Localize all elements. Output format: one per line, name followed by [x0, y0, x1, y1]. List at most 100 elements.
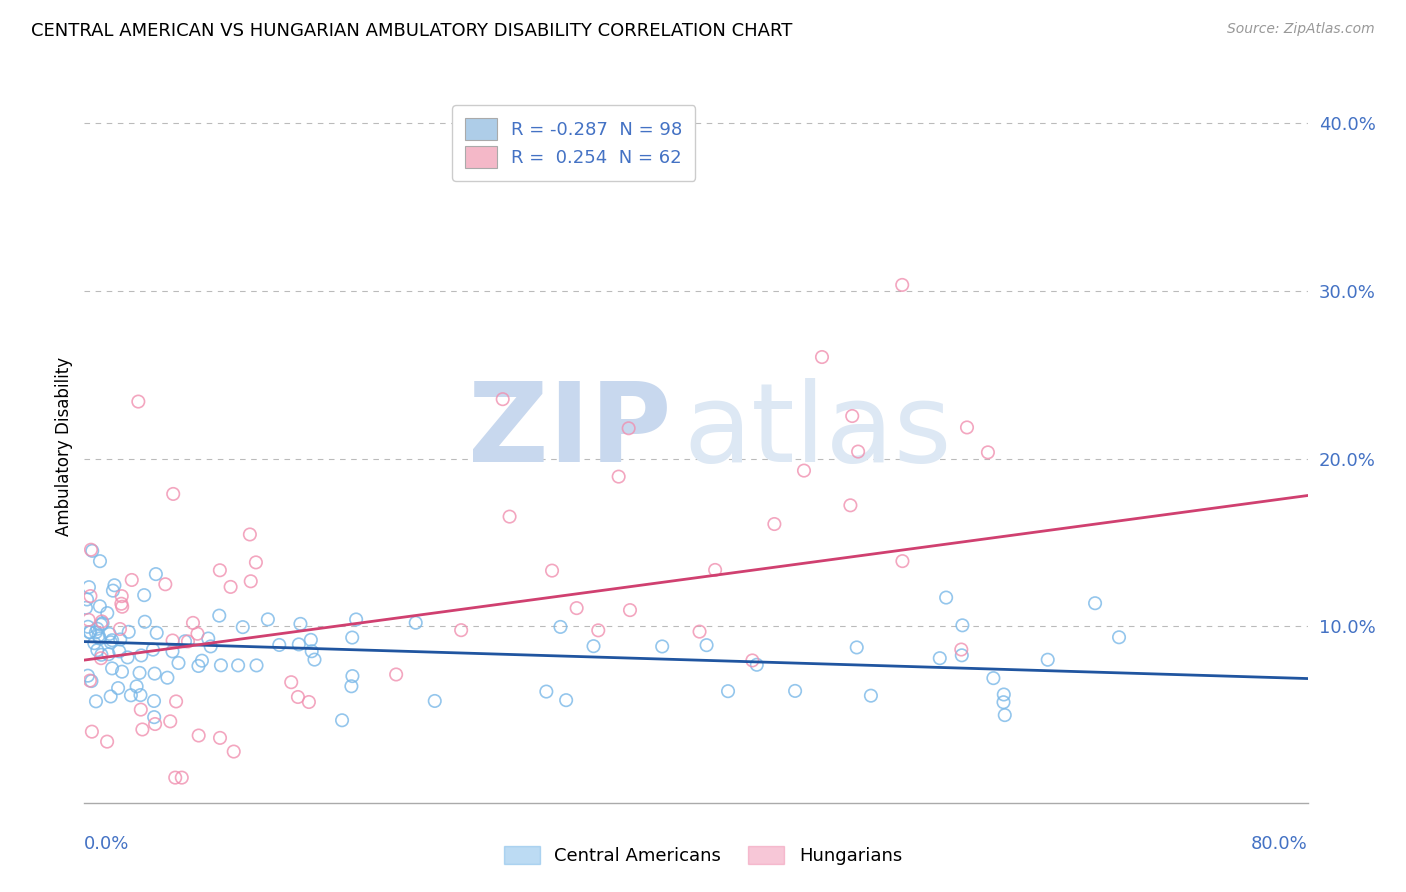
Point	[187, 659, 209, 673]
Point	[167, 656, 190, 670]
Point	[208, 731, 231, 745]
Point	[86, 622, 108, 636]
Point	[174, 634, 197, 648]
Point	[98, 627, 121, 641]
Point	[956, 420, 979, 434]
Point	[90, 648, 112, 662]
Point	[298, 695, 321, 709]
Point	[159, 714, 181, 729]
Point	[177, 634, 200, 648]
Point	[134, 588, 156, 602]
Point	[287, 690, 309, 704]
Point	[82, 544, 104, 558]
Point	[75, 600, 97, 615]
Point	[101, 633, 124, 648]
Point	[245, 658, 267, 673]
Point	[79, 625, 101, 640]
Point	[977, 445, 1000, 459]
Point	[269, 638, 291, 652]
Point	[197, 632, 219, 646]
Point	[181, 615, 204, 630]
Point	[993, 695, 1015, 709]
Point	[450, 623, 472, 637]
Point	[80, 674, 103, 689]
Point	[121, 573, 143, 587]
Point	[142, 642, 165, 657]
Point	[983, 671, 1005, 685]
Point	[103, 578, 125, 592]
Point	[222, 745, 245, 759]
Point	[79, 625, 101, 640]
Point	[232, 620, 254, 634]
Point	[143, 666, 166, 681]
Point	[330, 713, 353, 727]
Point	[100, 690, 122, 704]
Point	[86, 643, 108, 657]
Point	[143, 710, 166, 724]
Point	[111, 589, 134, 603]
Point	[100, 635, 122, 649]
Point	[994, 708, 1017, 723]
Point	[89, 599, 111, 614]
Point	[91, 616, 114, 631]
Point	[344, 612, 367, 626]
Point	[162, 644, 184, 658]
Point	[239, 527, 262, 541]
Point	[165, 694, 187, 708]
Point	[219, 580, 242, 594]
Point	[80, 724, 103, 739]
Point	[498, 509, 520, 524]
Point	[187, 729, 209, 743]
Point	[90, 615, 112, 629]
Point	[110, 632, 132, 647]
Point	[280, 675, 302, 690]
Point	[891, 277, 914, 292]
Point	[200, 640, 222, 654]
Point	[134, 615, 156, 629]
Point	[565, 601, 588, 615]
Point	[226, 658, 249, 673]
Point	[891, 554, 914, 568]
Point	[165, 771, 187, 785]
Point	[696, 638, 718, 652]
Point	[83, 636, 105, 650]
Legend: Central Americans, Hungarians: Central Americans, Hungarians	[496, 838, 910, 872]
Text: 0.0%: 0.0%	[84, 835, 129, 853]
Y-axis label: Ambulatory Disability: Ambulatory Disability	[55, 357, 73, 535]
Point	[405, 615, 427, 630]
Point	[117, 650, 139, 665]
Text: atlas: atlas	[683, 378, 952, 485]
Text: Source: ZipAtlas.com: Source: ZipAtlas.com	[1227, 22, 1375, 37]
Point	[80, 542, 103, 557]
Point	[108, 644, 131, 658]
Point	[841, 409, 863, 423]
Point	[76, 592, 98, 607]
Point	[342, 631, 364, 645]
Point	[125, 679, 148, 693]
Point	[651, 640, 673, 654]
Point	[689, 624, 711, 639]
Point	[423, 694, 446, 708]
Point	[143, 694, 166, 708]
Point	[120, 688, 142, 702]
Point	[97, 647, 120, 661]
Point	[129, 703, 152, 717]
Legend: R = -0.287  N = 98, R =  0.254  N = 62: R = -0.287 N = 98, R = 0.254 N = 62	[451, 105, 696, 181]
Point	[96, 606, 118, 620]
Point	[118, 624, 141, 639]
Point	[208, 608, 231, 623]
Point	[108, 622, 131, 636]
Point	[846, 444, 869, 458]
Point	[156, 671, 179, 685]
Point	[89, 554, 111, 568]
Point	[550, 620, 572, 634]
Point	[162, 487, 184, 501]
Point	[129, 648, 152, 663]
Point	[555, 693, 578, 707]
Point	[704, 563, 727, 577]
Text: CENTRAL AMERICAN VS HUNGARIAN AMBULATORY DISABILITY CORRELATION CHART: CENTRAL AMERICAN VS HUNGARIAN AMBULATORY…	[31, 22, 793, 40]
Point	[131, 723, 153, 737]
Point	[617, 421, 640, 435]
Point	[96, 734, 118, 748]
Point	[107, 681, 129, 695]
